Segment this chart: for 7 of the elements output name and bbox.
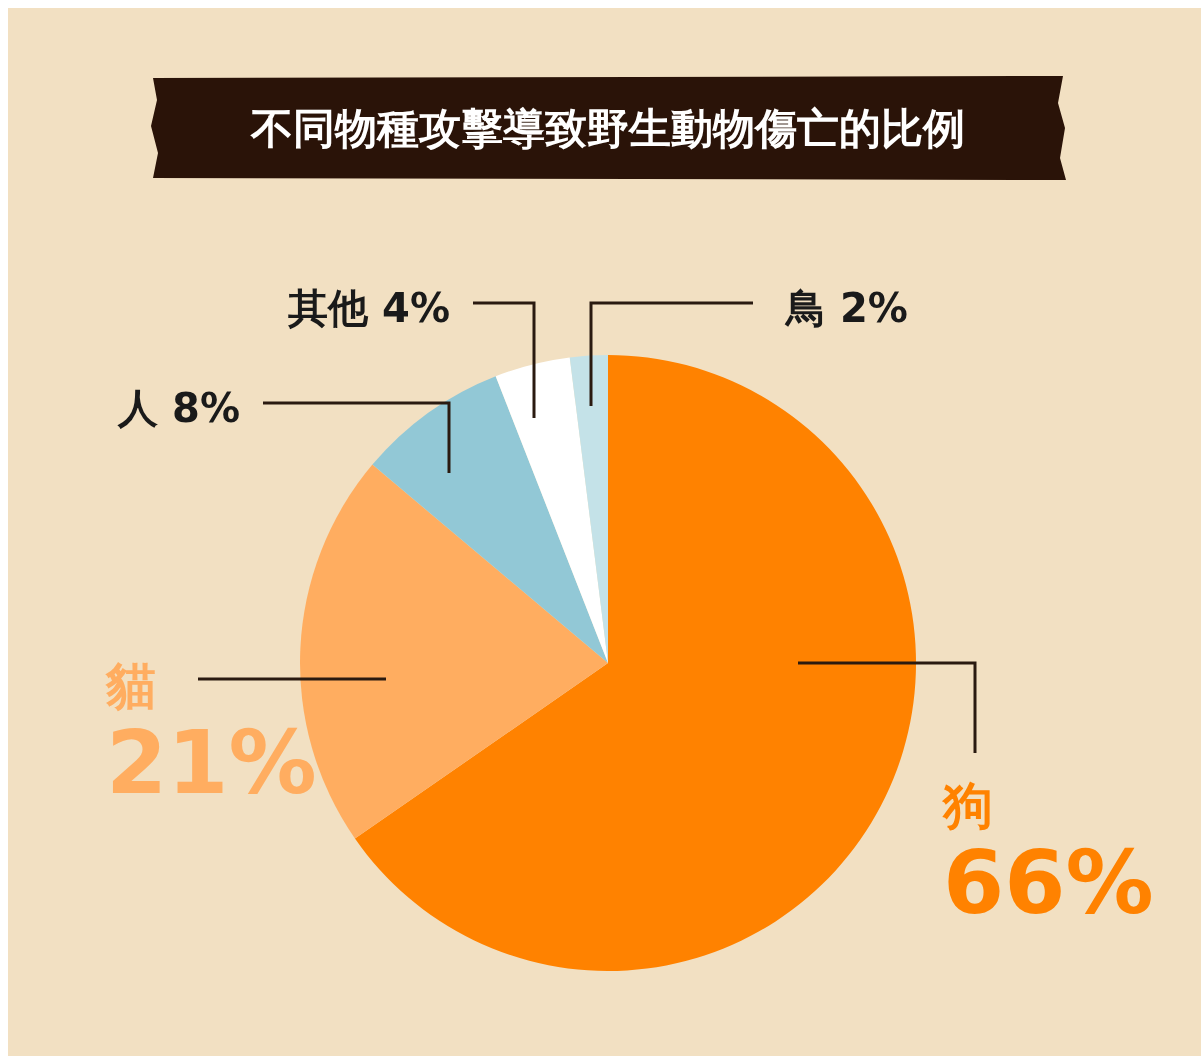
pie-slice <box>495 357 608 663</box>
slice-label: 其他 4% <box>287 285 450 331</box>
slice-label: 人 8% <box>117 385 240 431</box>
chart-title: 不同物種攻擊導致野生動物傷亡的比例 <box>250 104 965 153</box>
pie-slice <box>372 376 608 663</box>
pie-slice <box>354 355 916 971</box>
slice-label: 鳥 2% <box>784 285 908 331</box>
